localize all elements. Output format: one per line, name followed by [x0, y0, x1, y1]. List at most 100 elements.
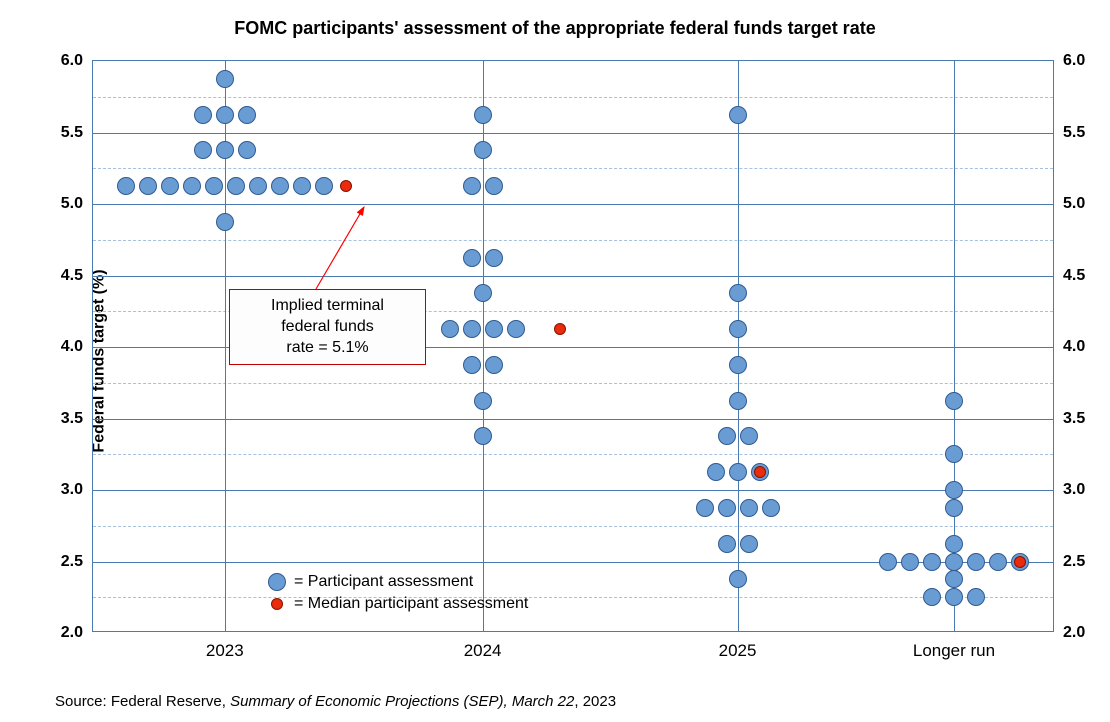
gridline-vertical: [738, 61, 739, 631]
y-tick-label: 5.0: [1053, 195, 1085, 213]
participant-dot: [945, 392, 963, 410]
gridline-major: [93, 133, 1053, 134]
participant-dot: [271, 177, 289, 195]
participant-dot: [139, 177, 157, 195]
participant-dot: [463, 320, 481, 338]
source-italic: Summary of Economic Projections (SEP), M…: [230, 693, 574, 710]
legend-dot-icon: [268, 573, 286, 591]
participant-dot: [117, 177, 135, 195]
median-dot: [340, 180, 352, 192]
y-tick-label: 2.5: [1053, 553, 1085, 571]
gridline-major: [93, 276, 1053, 277]
participant-dot: [507, 320, 525, 338]
participant-dot: [194, 106, 212, 124]
participant-dot: [729, 356, 747, 374]
source-suffix: , 2023: [574, 693, 616, 710]
annotation-line: rate = 5.1%: [286, 339, 368, 356]
annotation-box: Implied terminalfederal fundsrate = 5.1%: [229, 289, 426, 365]
participant-dot: [474, 106, 492, 124]
y-tick-label: 4.0: [61, 338, 93, 356]
participant-dot: [989, 553, 1007, 571]
y-tick-label: 5.0: [61, 195, 93, 213]
y-tick-label: 5.5: [1053, 124, 1085, 142]
participant-dot: [238, 106, 256, 124]
participant-dot: [227, 177, 245, 195]
participant-dot: [923, 553, 941, 571]
dot-plot-area: 2.02.02.52.53.03.03.53.54.04.04.54.55.05…: [92, 60, 1054, 632]
participant-dot: [485, 356, 503, 374]
y-tick-label: 3.0: [61, 481, 93, 499]
participant-dot: [945, 535, 963, 553]
y-tick-label: 2.0: [61, 624, 93, 642]
participant-dot: [463, 356, 481, 374]
y-tick-label: 2.5: [61, 553, 93, 571]
y-tick-label: 3.0: [1053, 481, 1085, 499]
source-line: Source: Federal Reserve, Summary of Econ…: [55, 693, 616, 710]
participant-dot: [901, 553, 919, 571]
participant-dot: [474, 141, 492, 159]
participant-dot: [729, 392, 747, 410]
x-tick-label: 2025: [719, 631, 757, 661]
median-dot: [754, 466, 766, 478]
participant-dot: [485, 320, 503, 338]
y-tick-label: 3.5: [61, 410, 93, 428]
gridline-minor: [93, 97, 1053, 98]
participant-dot: [718, 535, 736, 553]
legend-row: = Participant assessment: [268, 573, 528, 591]
median-dot: [554, 323, 566, 335]
participant-dot: [485, 177, 503, 195]
participant-dot: [474, 427, 492, 445]
x-tick-label: 2023: [206, 631, 244, 661]
chart-title: FOMC participants' assessment of the app…: [0, 18, 1110, 39]
median-dot: [1014, 556, 1026, 568]
participant-dot: [249, 177, 267, 195]
participant-dot: [183, 177, 201, 195]
y-tick-label: 2.0: [1053, 624, 1085, 642]
participant-dot: [718, 499, 736, 517]
y-tick-label: 6.0: [61, 52, 93, 70]
x-tick-label: Longer run: [913, 631, 995, 661]
participant-dot: [696, 499, 714, 517]
source-prefix: Source: Federal Reserve,: [55, 693, 230, 710]
legend-row: = Median participant assessment: [268, 595, 528, 613]
participant-dot: [216, 141, 234, 159]
participant-dot: [740, 427, 758, 445]
participant-dot: [945, 481, 963, 499]
participant-dot: [238, 141, 256, 159]
gridline-minor: [93, 597, 1053, 598]
gridline-major: [93, 490, 1053, 491]
participant-dot: [194, 141, 212, 159]
participant-dot: [707, 463, 725, 481]
gridline-minor: [93, 526, 1053, 527]
legend-label: = Participant assessment: [294, 573, 473, 591]
participant-dot: [161, 177, 179, 195]
participant-dot: [315, 177, 333, 195]
participant-dot: [729, 106, 747, 124]
participant-dot: [967, 588, 985, 606]
x-tick-label: 2024: [464, 631, 502, 661]
gridline-minor: [93, 240, 1053, 241]
gridline-major: [93, 419, 1053, 420]
y-tick-label: 4.5: [61, 267, 93, 285]
participant-dot: [216, 106, 234, 124]
participant-dot: [945, 445, 963, 463]
participant-dot: [474, 284, 492, 302]
participant-dot: [485, 249, 503, 267]
participant-dot: [740, 499, 758, 517]
y-tick-label: 3.5: [1053, 410, 1085, 428]
legend: = Participant assessment = Median partici…: [268, 569, 528, 613]
y-tick-label: 5.5: [61, 124, 93, 142]
legend-label: = Median participant assessment: [294, 595, 528, 613]
gridline-minor: [93, 383, 1053, 384]
participant-dot: [729, 320, 747, 338]
legend-median-dot-icon: [271, 598, 283, 610]
participant-dot: [879, 553, 897, 571]
gridline-major: [93, 204, 1053, 205]
annotation-line: federal funds: [281, 318, 374, 335]
page-root: FOMC participants' assessment of the app…: [0, 0, 1110, 722]
participant-dot: [729, 284, 747, 302]
participant-dot: [216, 213, 234, 231]
participant-dot: [923, 588, 941, 606]
participant-dot: [463, 177, 481, 195]
participant-dot: [718, 427, 736, 445]
